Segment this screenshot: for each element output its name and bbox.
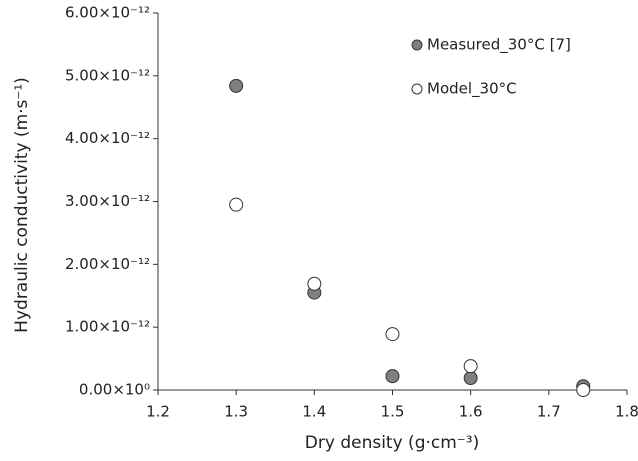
- data-point: [385, 327, 400, 342]
- y-tick-label: 1.00×10⁻¹²: [65, 318, 150, 336]
- legend-label: Model_30°C: [427, 80, 517, 99]
- y-tick-label: 3.00×10⁻¹²: [65, 192, 150, 210]
- data-point: [463, 359, 478, 374]
- y-axis-title: Hydraulic conductivity (m·s⁻¹): [12, 77, 32, 333]
- x-tick-label: 1.2: [146, 403, 170, 421]
- data-point: [576, 383, 591, 397]
- y-tick-label: 6.00×10⁻¹²: [65, 4, 150, 22]
- x-tick-label: 1.5: [381, 403, 405, 421]
- legend-marker: [411, 39, 423, 51]
- x-tick-label: 1.4: [302, 403, 326, 421]
- x-tick-label: 1.3: [224, 403, 248, 421]
- data-point: [307, 276, 322, 291]
- x-axis-title: Dry density (g·cm⁻³): [305, 433, 479, 453]
- y-tick-label: 4.00×10⁻¹²: [65, 129, 150, 147]
- y-tick-label: 2.00×10⁻¹²: [65, 255, 150, 273]
- y-tick-label: 0.00×10⁰: [79, 381, 150, 399]
- data-point: [229, 197, 244, 212]
- x-tick-label: 1.8: [615, 403, 638, 421]
- legend-label: Measured_30°C [7]: [427, 36, 571, 55]
- data-point: [229, 78, 244, 93]
- x-tick-label: 1.7: [537, 403, 561, 421]
- legend-marker: [411, 83, 423, 95]
- data-point: [463, 371, 478, 386]
- y-tick-label: 5.00×10⁻¹²: [65, 66, 150, 84]
- x-tick-label: 1.6: [459, 403, 483, 421]
- data-point: [385, 369, 400, 384]
